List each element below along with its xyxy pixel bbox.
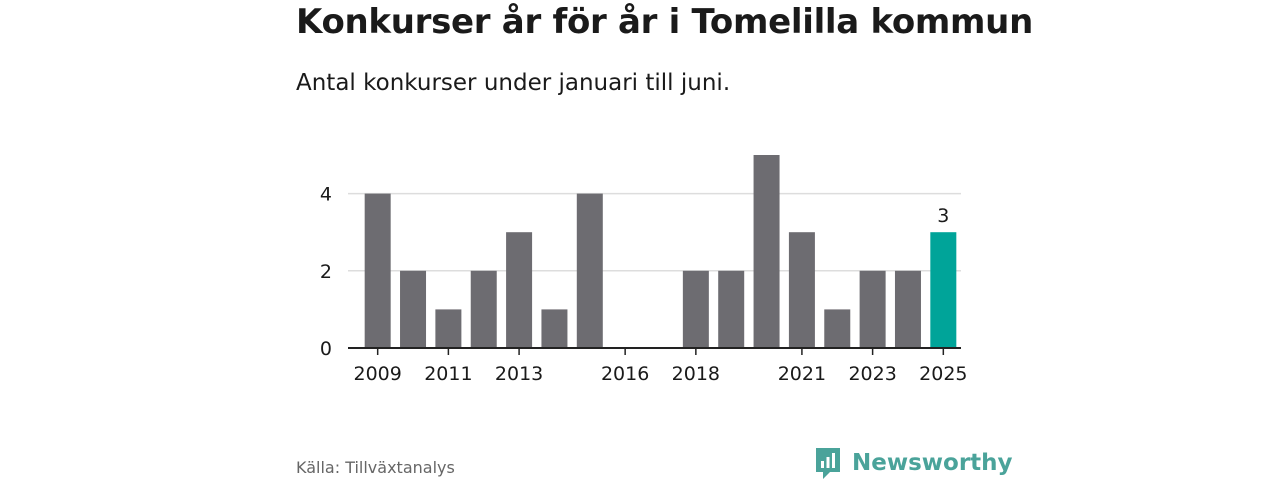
bar	[435, 309, 462, 348]
bar	[859, 270, 886, 348]
bar	[930, 232, 957, 348]
source-note: Källa: Tillväxtanalys	[296, 458, 455, 477]
y-tick-label: 4	[320, 184, 332, 206]
bar	[576, 193, 603, 348]
bar	[682, 270, 709, 348]
bar	[788, 232, 815, 348]
tick-labels: 0 2 4 3 2009 2011 2013 2016 2018 2021 2023 2025	[320, 184, 968, 385]
brand-name: Newsworthy	[852, 450, 1013, 476]
x-tick-label: 2013	[495, 363, 543, 385]
x-tick-label: 2021	[778, 363, 826, 385]
y-tick-label: 2	[320, 261, 332, 283]
bar	[506, 232, 533, 348]
x-tick-label: 2018	[672, 363, 720, 385]
grid-lines	[348, 192, 961, 272]
axes	[348, 347, 961, 355]
bar	[718, 270, 745, 348]
bar	[894, 270, 921, 348]
x-tick-label: 2009	[353, 363, 401, 385]
bar	[824, 309, 851, 348]
data-label: 3	[937, 205, 949, 227]
bar	[400, 270, 427, 348]
x-tick-label: 2011	[424, 363, 472, 385]
bars	[364, 155, 957, 348]
bar	[541, 309, 568, 348]
chart-subtitle: Antal konkurser under januari till juni.	[296, 70, 731, 96]
x-tick-label: 2023	[848, 363, 896, 385]
bar	[470, 270, 497, 348]
brand: Newsworthy	[814, 446, 1013, 480]
bar	[753, 155, 780, 348]
x-tick-label: 2016	[601, 363, 649, 385]
y-tick-label: 0	[320, 338, 332, 360]
chart-title: Konkurser år för år i Tomelilla kommun	[296, 2, 1033, 42]
newsworthy-logo-icon	[816, 448, 840, 479]
x-tick-label: 2025	[919, 363, 967, 385]
bar	[364, 193, 391, 348]
